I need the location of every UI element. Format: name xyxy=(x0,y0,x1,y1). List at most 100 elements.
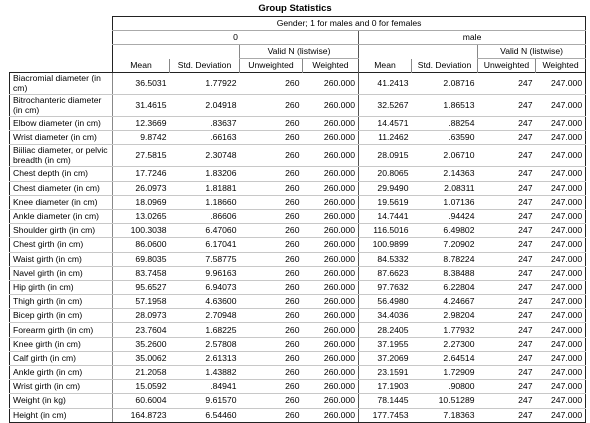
cell-mean-male: 11.2462 xyxy=(358,130,412,146)
valid-n-header-0: Valid N (listwise) xyxy=(239,44,359,59)
cell-mean-0: 26.0973 xyxy=(112,181,170,196)
cell-std-deviation-male: 1.72909 xyxy=(411,365,478,381)
row-label: Elbow diameter (in cm) xyxy=(9,116,113,132)
header-row-groups: 0 male xyxy=(10,30,587,45)
cell-mean-0: 35.2600 xyxy=(112,337,170,352)
cell-weighted-male: 247.000 xyxy=(535,351,587,367)
cell-mean-male: 37.2069 xyxy=(358,351,412,367)
cell-unweighted-0: 260 xyxy=(239,94,303,117)
cell-mean-0: 13.0265 xyxy=(112,209,170,225)
group-header-male: male xyxy=(357,30,587,45)
cell-std-deviation-male: 6.49802 xyxy=(411,223,478,239)
cell-std-deviation-0: 1.18660 xyxy=(169,195,240,210)
cell-weighted-male: 247.000 xyxy=(535,166,587,182)
cell-std-deviation-male: 1.07136 xyxy=(411,195,478,210)
cell-std-deviation-0: 1.81881 xyxy=(169,181,240,196)
table-row: Bitrochanteric diameter (in cm) 31.4615 2.… xyxy=(9,94,587,117)
cell-unweighted-0: 260 xyxy=(239,166,303,182)
cell-mean-male: 116.5016 xyxy=(358,223,412,239)
cell-weighted-male: 247.000 xyxy=(535,379,587,395)
cell-weighted-male: 247.000 xyxy=(535,393,587,409)
cell-weighted-male: 247.000 xyxy=(535,308,587,324)
row-label: Thigh girth (in cm) xyxy=(9,294,113,310)
cell-std-deviation-male: .90800 xyxy=(411,379,478,395)
table-row: Biacromial diameter (in cm) 36.5031 1.7792… xyxy=(9,72,587,95)
cell-mean-male: 28.2405 xyxy=(358,322,412,338)
table-row: Calf girth (in cm) 35.0062 2.61313 260 260.0… xyxy=(9,351,587,367)
cell-unweighted-male: 247 xyxy=(477,408,536,423)
col-header-std-0: Std. Deviation xyxy=(169,58,240,73)
cell-weighted-0: 260.000 xyxy=(302,116,359,132)
cell-weighted-0: 260.000 xyxy=(302,195,359,210)
cell-std-deviation-0: 1.68225 xyxy=(169,322,240,338)
cell-unweighted-0: 260 xyxy=(239,252,303,267)
cell-unweighted-male: 247 xyxy=(477,379,536,395)
cell-unweighted-male: 247 xyxy=(477,181,536,196)
table-row: Ankle girth (in cm) 21.2058 1.43882 260 260.… xyxy=(9,365,587,381)
cell-weighted-male: 247.000 xyxy=(535,266,587,281)
cell-mean-0: 21.2058 xyxy=(112,365,170,381)
table-row: Weight (in kg) 60.6004 9.61570 260 260.000 78… xyxy=(9,393,587,409)
cell-std-deviation-male: 2.06710 xyxy=(411,144,478,168)
cell-mean-male: 84.5332 xyxy=(358,252,412,267)
cell-weighted-0: 260.000 xyxy=(302,308,359,324)
col-header-std-male: Std. Deviation xyxy=(411,58,478,73)
cell-weighted-0: 260.000 xyxy=(302,166,359,182)
cell-std-deviation-0: 9.61570 xyxy=(169,393,240,409)
cell-unweighted-male: 247 xyxy=(477,94,536,117)
cell-weighted-0: 260.000 xyxy=(302,322,359,338)
cell-mean-male: 100.9899 xyxy=(358,237,412,253)
cell-mean-male: 78.1445 xyxy=(358,393,412,409)
cell-unweighted-male: 247 xyxy=(477,130,536,146)
table-row: Wrist diameter (in cm) 9.8742.66163 260 260… xyxy=(9,130,587,146)
cell-unweighted-male: 247 xyxy=(477,322,536,338)
cell-unweighted-0: 260 xyxy=(239,195,303,210)
cell-mean-0: 27.5815 xyxy=(112,144,170,168)
cell-unweighted-male: 247 xyxy=(477,266,536,281)
cell-weighted-male: 247.000 xyxy=(535,408,587,423)
cell-std-deviation-0: 1.83206 xyxy=(169,166,240,182)
cell-std-deviation-0: 6.94073 xyxy=(169,280,240,296)
row-label: Bicep girth (in cm) xyxy=(9,308,113,324)
table-body: Biacromial diameter (in cm) 36.5031 1.7792… xyxy=(9,72,587,423)
cell-weighted-0: 260.000 xyxy=(302,252,359,267)
row-label: Hip girth (in cm) xyxy=(9,280,113,296)
cell-unweighted-male: 247 xyxy=(477,351,536,367)
cell-weighted-0: 260.000 xyxy=(302,237,359,253)
group-header-0: 0 xyxy=(112,30,359,45)
valid-n-header-male: Valid N (listwise) xyxy=(476,44,587,59)
cell-std-deviation-male: 6.22804 xyxy=(411,280,478,296)
cell-std-deviation-male: 2.98204 xyxy=(411,308,478,324)
cell-unweighted-male: 247 xyxy=(477,237,536,253)
row-label: Navel girth (in cm) xyxy=(9,266,113,281)
cell-std-deviation-0: 6.47060 xyxy=(169,223,240,239)
cell-weighted-0: 260.000 xyxy=(302,181,359,196)
cell-std-deviation-0: 1.77922 xyxy=(169,72,240,95)
table-row: Chest depth (in cm) 17.7246 1.83206 260 260.… xyxy=(9,166,587,182)
cell-mean-male: 37.1955 xyxy=(358,337,412,352)
cell-std-deviation-male: 1.86513 xyxy=(411,94,478,117)
cell-weighted-male: 247.000 xyxy=(535,294,587,310)
cell-weighted-0: 260.000 xyxy=(302,408,359,423)
row-label: Wrist diameter (in cm) xyxy=(9,130,113,146)
cell-unweighted-male: 247 xyxy=(477,223,536,239)
cell-mean-male: 56.4980 xyxy=(358,294,412,310)
cell-mean-male: 14.7441 xyxy=(358,209,412,225)
group-statistics-table: Gender; 1 for males and 0 for females 0 … xyxy=(9,16,587,423)
cell-unweighted-0: 260 xyxy=(239,365,303,381)
header-row-columns: Mean Std. Deviation Unweighted Weighted … xyxy=(10,58,587,73)
row-label: Forearm girth (in cm) xyxy=(9,322,113,338)
cell-weighted-male: 247.000 xyxy=(535,337,587,352)
cell-std-deviation-male: .88254 xyxy=(411,116,478,132)
cell-mean-0: 18.0969 xyxy=(112,195,170,210)
cell-std-deviation-male: 7.18363 xyxy=(411,408,478,423)
cell-weighted-0: 260.000 xyxy=(302,94,359,117)
cell-mean-male: 87.6623 xyxy=(358,266,412,281)
cell-std-deviation-0: 2.30748 xyxy=(169,144,240,168)
cell-weighted-0: 260.000 xyxy=(302,393,359,409)
cell-mean-male: 97.7632 xyxy=(358,280,412,296)
cell-weighted-male: 247.000 xyxy=(535,72,587,95)
row-label: Chest diameter (in cm) xyxy=(9,181,113,196)
cell-weighted-male: 247.000 xyxy=(535,181,587,196)
